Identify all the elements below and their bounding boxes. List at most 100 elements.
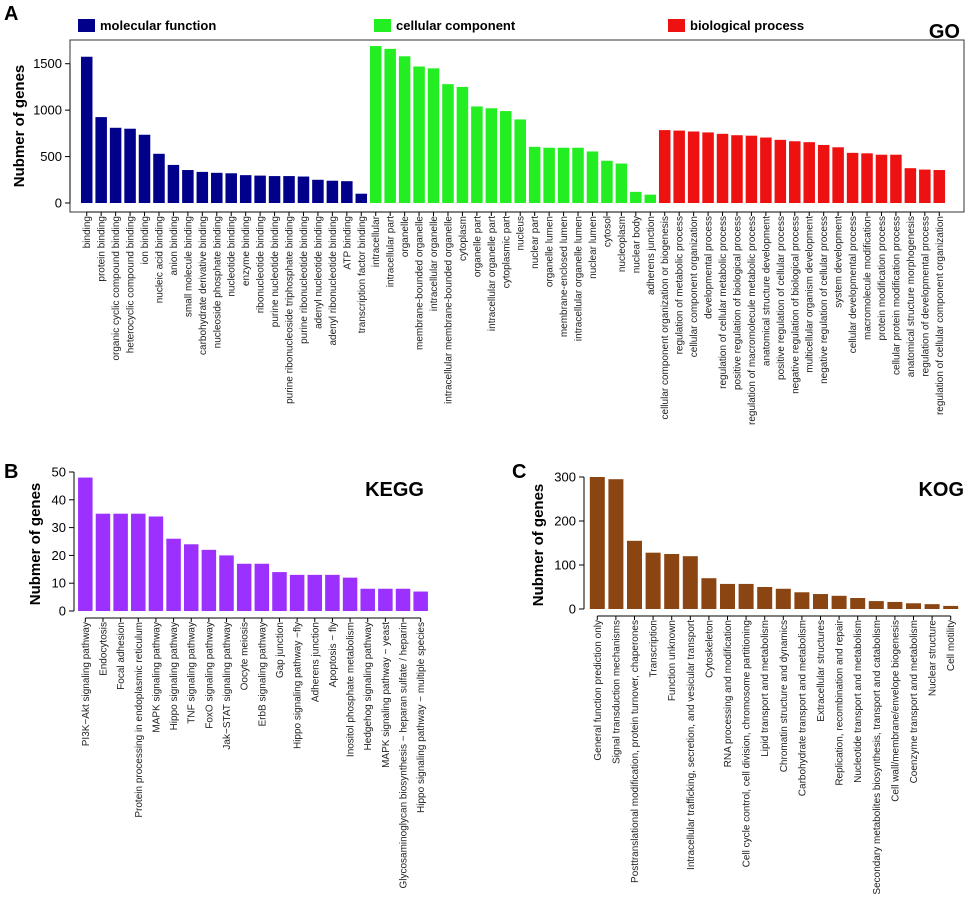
x-tick-label: nucleic acid binding xyxy=(154,216,165,303)
x-tick-label: Transcription xyxy=(649,620,660,677)
x-tick-label: carbohydrate derivative binding xyxy=(198,216,209,355)
y-tick-label: 500 xyxy=(40,149,62,164)
x-tick-label: ErbB signaling pathway xyxy=(257,622,268,727)
bar xyxy=(272,572,287,611)
x-tick-label: Cell cycle control, cell division, chrom… xyxy=(742,620,753,867)
bar xyxy=(774,139,787,203)
bar xyxy=(109,127,122,203)
bar xyxy=(326,180,339,203)
x-tick-label: organic cyclic compound binding xyxy=(111,216,122,361)
x-tick-label: ribonucleotide binding xyxy=(256,216,267,313)
x-tick-label: heterocyclic compound binding xyxy=(126,216,137,353)
x-tick-label: Focal adhesion xyxy=(116,622,127,690)
bar xyxy=(664,554,680,609)
bar xyxy=(687,131,700,203)
x-tick-label: Extracellular structures xyxy=(816,620,827,722)
bar xyxy=(378,588,393,611)
bar xyxy=(196,171,209,203)
bar xyxy=(398,56,411,204)
bar xyxy=(360,588,375,611)
x-tick-label: organelle part xyxy=(472,216,483,277)
x-tick-label: multicellular organism development xyxy=(805,216,816,373)
x-tick-label: Jak−STAT signaling pathway xyxy=(222,622,233,750)
bar xyxy=(701,578,717,609)
x-tick-label: purine ribonucleoside triphosphate bindi… xyxy=(285,216,296,404)
bar xyxy=(342,577,358,611)
x-tick-label: Apoptosis − fly xyxy=(328,622,339,687)
bar xyxy=(283,176,295,203)
x-tick-label: regulation of cellular metabolic process xyxy=(718,216,729,389)
x-tick-label: Intracellular trafficking, secretion, an… xyxy=(686,620,697,870)
bar xyxy=(868,601,884,609)
x-tick-label: cellular protein modification process xyxy=(891,216,902,375)
bar xyxy=(627,540,642,609)
y-tick-label: 200 xyxy=(554,514,576,529)
y-tick-label: 1000 xyxy=(33,103,62,118)
x-tick-label: regulation of cellular component organiz… xyxy=(935,216,946,415)
legend-swatch xyxy=(374,19,391,32)
x-tick-label: intracellular organelle xyxy=(429,216,440,311)
bar xyxy=(658,130,671,203)
bar xyxy=(442,84,454,203)
x-tick-label: ATP binding xyxy=(342,216,353,270)
x-tick-label: Nuclear structure xyxy=(928,620,939,697)
x-tick-label: Adherens junction xyxy=(310,622,321,702)
bar xyxy=(167,164,180,203)
x-tick-label: ion binding xyxy=(140,216,151,264)
x-tick-label: anion binding xyxy=(169,216,180,276)
x-tick-label: negative regulation of biological proces… xyxy=(790,216,801,394)
x-tick-label: positive regulation of cellular process xyxy=(776,216,787,380)
x-tick-label: RNA processing and modification xyxy=(723,620,734,767)
x-tick-label: protein binding xyxy=(97,216,108,282)
bar xyxy=(789,141,801,203)
x-tick-label: transcription factor binding xyxy=(357,216,368,333)
y-tick-label: 100 xyxy=(554,558,576,573)
bar xyxy=(297,176,310,203)
x-tick-label: Hippo signaling pathway −fly xyxy=(293,622,304,749)
x-tick-label: Protein processing in endoplasmic reticu… xyxy=(134,622,145,818)
panel-letter-b: B xyxy=(4,461,18,483)
bar xyxy=(95,117,107,203)
bar xyxy=(289,574,305,611)
bar xyxy=(904,168,917,203)
x-tick-label: intracellular organelle lumen xyxy=(574,216,585,341)
bar xyxy=(95,513,111,611)
x-tick-label: Hippo signaling pathway xyxy=(169,622,180,730)
bar xyxy=(846,152,859,203)
x-tick-label: Inositol phosphate metabolism xyxy=(346,622,357,757)
bar xyxy=(166,538,181,611)
bar xyxy=(775,588,791,609)
x-tick-label: adenyl ribonucleotide binding xyxy=(328,216,339,346)
x-tick-label: negative regulation of cellular process xyxy=(819,216,830,384)
x-tick-label: FoxO signaling pathway xyxy=(204,622,215,729)
bar xyxy=(831,595,847,609)
x-tick-label: cellular developmental process xyxy=(848,216,859,353)
bar xyxy=(236,563,252,611)
bar xyxy=(131,513,146,611)
x-tick-label: regulation of metabolic process xyxy=(675,216,686,354)
x-tick-label: cytoplasm xyxy=(458,216,469,261)
y-axis-label: Nubmer of genes xyxy=(11,65,28,188)
bar xyxy=(644,194,657,203)
bar xyxy=(731,135,743,203)
x-tick-label: intracellular xyxy=(371,215,382,267)
bar xyxy=(124,128,136,203)
legend-label: molecular function xyxy=(100,18,216,33)
x-tick-label: nucleoside phosphate binding xyxy=(212,216,223,348)
x-tick-label: developmental process xyxy=(704,216,715,319)
bar xyxy=(219,555,234,611)
bar xyxy=(673,130,685,203)
x-tick-label: Function unknown xyxy=(667,620,678,701)
bar xyxy=(794,592,810,609)
x-tick-label: cytoplasmic part xyxy=(501,216,512,288)
x-tick-label: MAPK signaling pathway xyxy=(151,622,162,733)
bar xyxy=(225,173,237,203)
x-tick-label: PI3K−Akt signaling pathway xyxy=(81,622,92,746)
x-tick-label: Glycosaminoglycan biosynthesis − heparan… xyxy=(399,622,410,889)
x-tick-label: membrane-enclosed lumen xyxy=(559,216,570,337)
bar xyxy=(645,552,661,609)
bar xyxy=(919,169,931,203)
bar xyxy=(456,86,469,203)
x-tick-label: nuclear body xyxy=(631,216,642,273)
bar xyxy=(355,193,368,203)
